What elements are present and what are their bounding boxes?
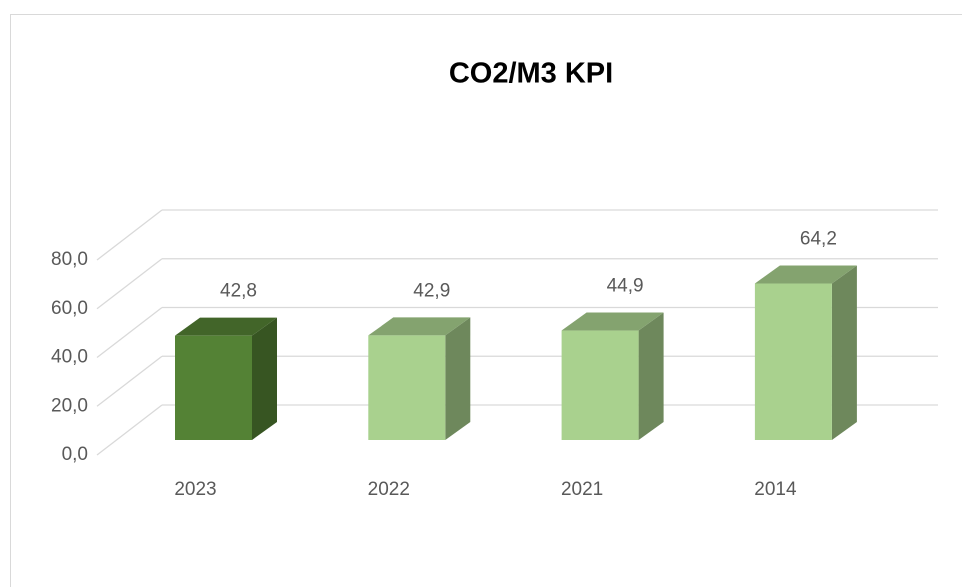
bar-side bbox=[831, 265, 857, 440]
data-label: 42,9 bbox=[413, 280, 450, 301]
x-tick-label: 2022 bbox=[368, 479, 410, 500]
data-label: 42,8 bbox=[220, 281, 257, 302]
bar-side bbox=[445, 317, 471, 440]
bar-top bbox=[561, 312, 664, 331]
bar-side bbox=[252, 317, 277, 440]
bar-top bbox=[175, 317, 277, 336]
x-tick-label: 2023 bbox=[174, 479, 216, 500]
bar bbox=[368, 335, 446, 440]
chart-frame bbox=[10, 14, 962, 587]
x-tick-label: 2014 bbox=[754, 479, 797, 500]
bar-side bbox=[638, 312, 664, 440]
y-tick-label: 40,0 bbox=[51, 347, 88, 368]
grid-line-side bbox=[96, 258, 163, 310]
bar-top bbox=[754, 265, 857, 284]
y-tick-label: 80,0 bbox=[51, 249, 88, 270]
bar-top bbox=[368, 317, 471, 336]
bar bbox=[561, 330, 639, 440]
y-tick-label: 60,0 bbox=[51, 298, 88, 319]
bar bbox=[754, 283, 832, 440]
grid-line-side bbox=[96, 209, 163, 261]
grid-line-side bbox=[96, 355, 163, 407]
chart-title: CO2/M3 KPI bbox=[449, 58, 613, 90]
x-tick-label: 2021 bbox=[561, 479, 603, 500]
data-label: 64,2 bbox=[800, 229, 837, 250]
data-label: 44,9 bbox=[607, 276, 644, 297]
grid-line-side bbox=[96, 306, 163, 359]
y-tick-label: 0,0 bbox=[62, 444, 88, 465]
grid-line-side bbox=[96, 404, 163, 456]
y-tick-label: 20,0 bbox=[51, 395, 88, 416]
bar bbox=[175, 335, 252, 440]
